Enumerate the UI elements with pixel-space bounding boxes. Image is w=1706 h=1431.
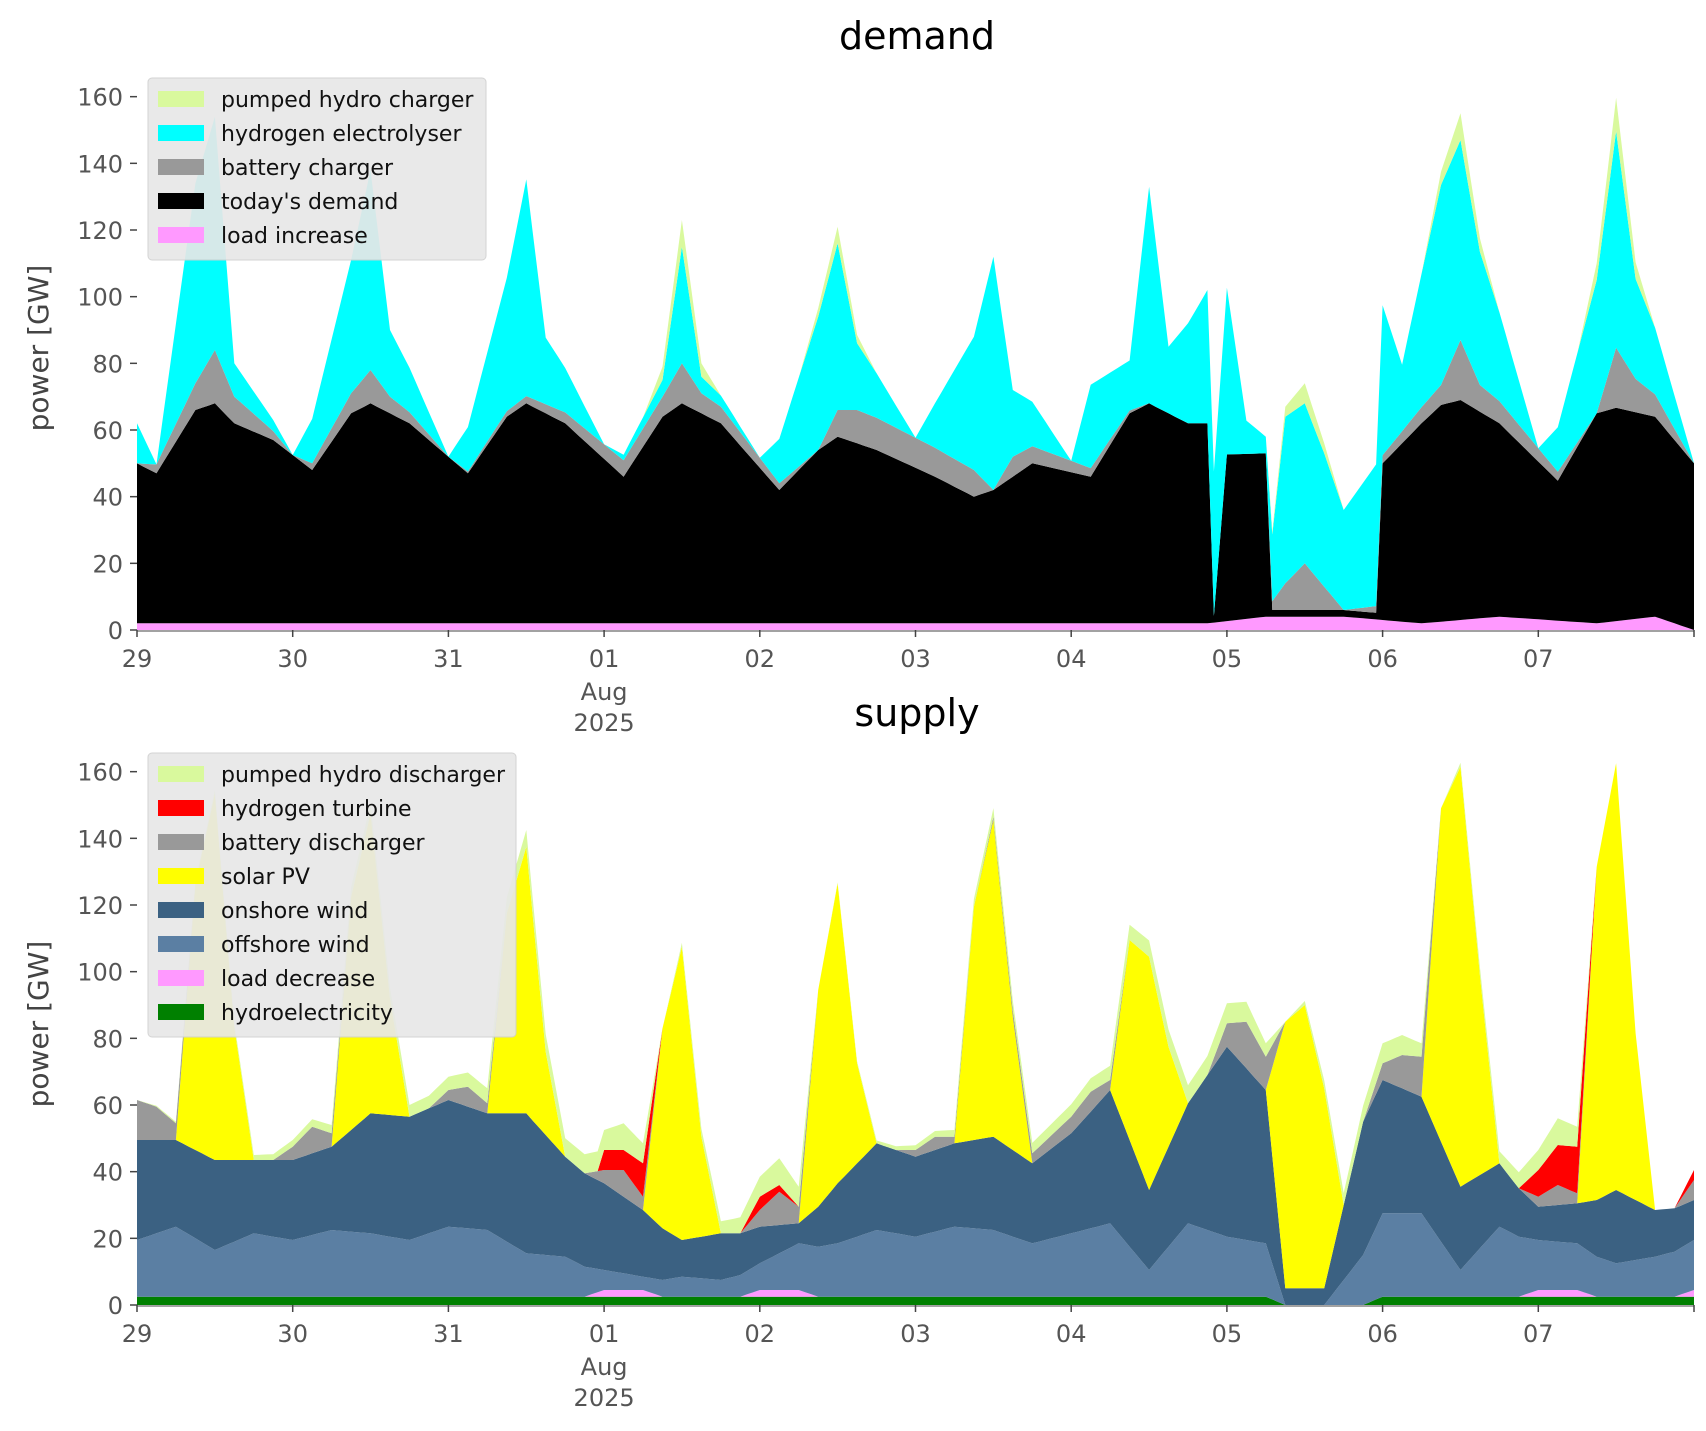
x-tick-label: 29 [122, 1320, 153, 1348]
area-solar-pv [137, 763, 1694, 1289]
x-tick-label: 07 [1523, 1320, 1554, 1348]
x-tick-label: 01 [589, 645, 620, 673]
x-tick-label: 31 [433, 1320, 464, 1348]
y-tick-label: 160 [77, 759, 123, 787]
y-tick-label: 60 [92, 417, 123, 445]
legend-label: today's demand [221, 190, 398, 215]
x-tick-label: 30 [277, 1320, 308, 1348]
supply-areas [137, 762, 1694, 1305]
legend-swatch [158, 193, 204, 209]
demand-y-axis: 0 20 40 60 80 100 120 140 160 [77, 84, 137, 645]
x-tick-label: 31 [433, 645, 464, 673]
y-tick-label: 140 [77, 150, 123, 178]
x-tick-label: 30 [277, 645, 308, 673]
legend-swatch [158, 159, 204, 175]
x-tick-label: 06 [1367, 1320, 1398, 1348]
legend-label: pumped hydro discharger [221, 763, 506, 788]
x-tick-label: 03 [900, 645, 931, 673]
legend-swatch [158, 970, 204, 986]
x-tick-label: 05 [1212, 1320, 1243, 1348]
legend-label: offshore wind [221, 933, 370, 958]
x-tick-label: 29 [122, 645, 153, 673]
x-tick-sublabel: Aug [581, 1353, 628, 1381]
demand-y-axis-label: power [GW] [22, 265, 55, 432]
legend-box [147, 77, 487, 261]
demand-panel: demand power [GW] 020406080100120140160 … [22, 14, 1695, 737]
y-tick-label: 100 [77, 959, 123, 987]
y-tick-label: 0 [108, 1292, 123, 1320]
legend-swatch [158, 766, 204, 782]
x-tick-label: 04 [1056, 1320, 1087, 1348]
area-offshore-wind [137, 1213, 1694, 1305]
legend-label: solar PV [221, 865, 310, 890]
legend-swatch [158, 868, 204, 884]
demand-legend: pumped hydro charger hydrogen electrolyse… [147, 77, 487, 261]
y-tick-label: 20 [92, 550, 123, 578]
supply-title: supply [854, 691, 979, 735]
x-tick-label: 04 [1056, 645, 1087, 673]
demand-x-axis: 29 30 31 01 02 03 04 05 06 07 Aug 2025 [122, 630, 1695, 737]
y-tick-label: 80 [92, 350, 123, 378]
legend-swatch [158, 902, 204, 918]
x-tick-sublabel: 2025 [574, 1384, 635, 1412]
y-tick-label: 40 [92, 1159, 123, 1187]
supply-y-axis-label: power [GW] [22, 941, 55, 1108]
x-tick-label: 05 [1212, 645, 1243, 673]
y-tick-label: 60 [92, 1092, 123, 1120]
y-tick-label: 0 [108, 617, 123, 645]
area-hydrogen-electrolyser [137, 116, 1694, 616]
legend-label: hydrogen electrolyser [221, 122, 462, 147]
legend-label: hydroelectricity [221, 1001, 393, 1026]
area-load-decrease [137, 1290, 1694, 1305]
legend-label: hydrogen turbine [221, 797, 412, 822]
legend-swatch [158, 125, 204, 141]
supply-x-axis: 29 30 31 01 02 03 04 05 06 07 Aug 2025 [122, 1305, 1695, 1412]
legend-label: battery charger [221, 156, 394, 181]
area-hydrogen-turbine [137, 763, 1694, 1234]
supply-legend: pumped hydro discharger hydrogen turbine b… [147, 752, 517, 1038]
x-tick-sublabel: Aug [581, 678, 628, 706]
y-tick-label: 80 [92, 1025, 123, 1053]
x-tick-sublabel: 2025 [574, 709, 635, 737]
legend-swatch [158, 936, 204, 952]
legend-swatch [158, 227, 204, 243]
y-tick-label: 40 [92, 484, 123, 512]
legend-label: load decrease [221, 967, 375, 992]
x-tick-label: 02 [745, 1320, 776, 1348]
legend-swatch [158, 800, 204, 816]
demand-areas [137, 97, 1694, 630]
area-onshore-wind [137, 1046, 1694, 1305]
area-load-increase [137, 616, 1694, 630]
x-tick-label: 03 [900, 1320, 931, 1348]
supply-y-axis: 0 20 40 60 80 100 120 140 160 [77, 759, 137, 1320]
legend-label: onshore wind [221, 899, 368, 924]
x-tick-label: 01 [589, 1320, 620, 1348]
y-tick-label: 120 [77, 892, 123, 920]
area-today-s-demand [137, 400, 1694, 630]
x-tick-label: 06 [1367, 645, 1398, 673]
legend-label: load increase [221, 224, 368, 249]
legend-label: battery discharger [221, 831, 426, 856]
y-tick-label: 100 [77, 284, 123, 312]
y-tick-label: 140 [77, 825, 123, 853]
y-tick-label: 120 [77, 217, 123, 245]
supply-panel: supply power [GW] 020406080100120140160 … [22, 691, 1695, 1412]
legend-swatch [158, 91, 204, 107]
legend-box [147, 752, 517, 1038]
x-tick-label: 07 [1523, 645, 1554, 673]
legend-swatch [158, 834, 204, 850]
y-tick-label: 20 [92, 1225, 123, 1253]
demand-title: demand [839, 14, 995, 58]
area-hydroelectricity [137, 1296, 1694, 1305]
legend-label: pumped hydro charger [221, 88, 474, 113]
y-tick-label: 160 [77, 84, 123, 112]
x-tick-label: 02 [745, 645, 776, 673]
legend-swatch [158, 1004, 204, 1020]
